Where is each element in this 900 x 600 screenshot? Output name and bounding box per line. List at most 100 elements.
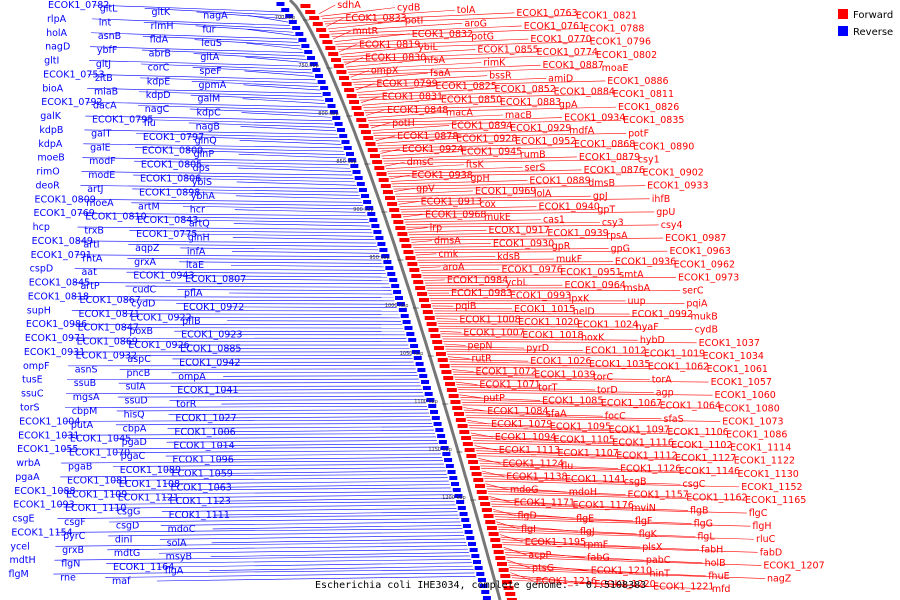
reverse-connector [188,122,335,128]
reverse-gene-label: ECOK1_0753 [43,69,104,80]
reverse-connector [87,87,322,94]
forward-gene-label: mviN [631,503,656,514]
reverse-feature [482,596,491,600]
reverse-gene-label: ECOK1_0810 [85,212,146,223]
reverse-feature [447,470,456,474]
forward-connector [320,7,396,17]
reverse-gene-label: nagA [203,10,228,21]
forward-gene-label: ECOK1_1020 [518,317,579,328]
forward-connector [498,529,696,537]
reverse-connector [156,576,476,582]
reverse-connector [193,53,307,60]
reverse-feature [417,368,426,372]
forward-gene-label: flgG [694,519,713,530]
reverse-connector [143,22,292,30]
forward-connector [399,203,478,208]
reverse-feature [356,182,365,186]
forward-connector [415,253,437,256]
forward-gene-label: ECOK1_0868 [574,139,635,150]
forward-connector [470,430,725,435]
forward-gene-label: ECOK1_0878 [397,131,458,142]
reverse-gene-label: ybiS [192,177,212,188]
reverse-gene-label: pflA [184,288,203,299]
reverse-gene-label: ECOK1_0782 [48,0,109,11]
forward-gene-label: ECOK1_1037 [699,338,760,349]
forward-connector [435,315,689,317]
reverse-connector [158,548,468,554]
forward-feature [358,124,369,128]
reverse-feature [415,362,424,366]
forward-feature [376,172,387,176]
forward-connector [382,153,518,159]
reverse-gene-label: hcp [33,222,50,233]
forward-connector [474,445,497,451]
forward-feature [501,580,512,584]
forward-gene-label: focC [605,411,626,422]
forward-connector [475,447,556,454]
reverse-feature [307,56,316,60]
reverse-connector [117,395,424,398]
reverse-feature [406,332,415,336]
reverse-feature [438,440,447,444]
reverse-connector [85,115,333,121]
forward-connector [460,397,541,401]
reverse-feature [281,8,290,12]
forward-gene-label: gpA [559,100,578,111]
forward-connector [477,455,732,461]
forward-connector [355,83,375,91]
reverse-gene-label: trxB [84,226,104,237]
forward-feature [468,460,479,464]
forward-connector [376,138,455,144]
reverse-feature [466,536,475,540]
forward-connector [501,539,641,548]
reverse-connector [53,569,474,575]
forward-gene-label: csgB [624,477,647,488]
reverse-connector [139,77,318,84]
reverse-connector [111,477,448,481]
reverse-connector [242,98,326,104]
forward-connector [378,143,573,149]
reverse-gene-label: pncB [126,368,150,379]
reverse-gene-label: ECOK1_1089 [120,465,181,476]
reverse-gene-label: cspD [30,264,54,275]
reverse-feature [467,542,476,546]
forward-feature [349,100,360,104]
forward-connector [335,36,470,45]
reverse-gene-label: artP [80,281,99,292]
reverse-gene-label: ECOK1_1006 [174,427,235,438]
forward-feature [399,238,410,242]
tick-label: 1000 kbp [385,303,409,309]
forward-connector [402,214,424,218]
reverse-gene-label: kdpC [197,108,222,119]
reverse-gene-label: mgsA [73,392,100,403]
reverse-connector [131,202,364,206]
reverse-connector [76,240,376,244]
reverse-connector [80,185,358,189]
reverse-gene-label: csgE [12,514,34,525]
forward-connector [360,96,380,103]
forward-connector [476,452,674,459]
forward-gene-label: ybiL [418,42,438,53]
forward-connector [413,245,550,248]
reverse-connector [106,559,471,564]
forward-gene-label: flgI [521,524,536,535]
forward-connector [456,384,537,388]
forward-gene-label: lrp [430,223,443,234]
forward-feature [341,82,352,86]
forward-feature [413,280,424,284]
reverse-connector [77,226,372,230]
reverse-feature [457,506,466,510]
forward-gene-label: sfaS [664,414,684,425]
forward-connector [439,328,693,331]
reverse-feature [301,44,310,48]
reverse-feature [445,464,454,468]
forward-feature [422,310,433,314]
forward-connector [457,389,654,393]
forward-connector [497,526,637,535]
reverse-feature [422,386,431,390]
reverse-gene-label: pyrC [63,531,86,542]
reverse-feature [327,104,336,108]
reverse-gene-label: torS [20,403,39,414]
forward-connector [447,353,701,357]
reverse-feature [421,380,430,384]
